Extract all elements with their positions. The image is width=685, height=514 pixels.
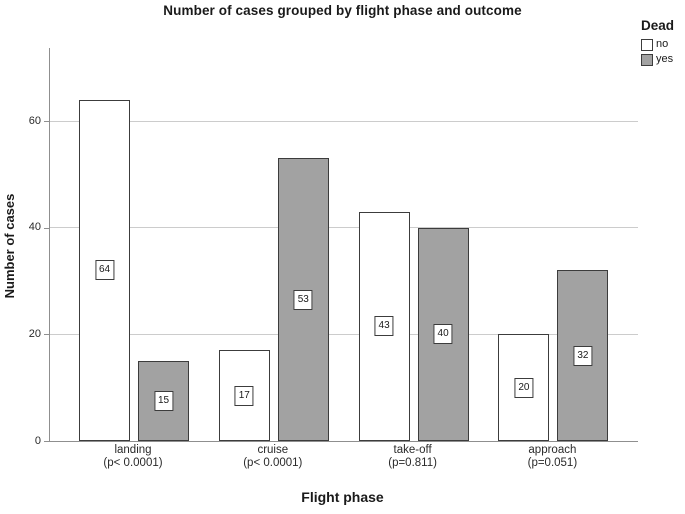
bar-value-label: 40 (433, 324, 453, 345)
x-tick-phase: cruise (257, 444, 289, 456)
bar-value-label: 15 (153, 391, 174, 411)
legend-item-yes: yes (641, 53, 685, 66)
x-tick-phase: approach (528, 444, 577, 456)
bar-approach-yes: 32 (557, 270, 609, 441)
x-tick-label-landing: landing (p< 0.0001) (63, 444, 203, 470)
legend-item-no: no (641, 38, 685, 51)
x-tick-pvalue: (p=0.811) (388, 457, 437, 469)
x-tick-label-cruise: cruise (p< 0.0001) (203, 444, 343, 470)
bar-value-label: 64 (94, 260, 115, 281)
x-tick-pvalue: (p< 0.0001) (103, 457, 163, 469)
plot-area: 64 15 17 53 43 40 20 32 (49, 48, 638, 442)
bar-take-off-no: 43 (358, 211, 410, 441)
gridline-20 (50, 333, 638, 335)
gridline-60 (50, 120, 638, 122)
chart-title: Number of cases grouped by flight phase … (163, 3, 522, 18)
legend-label-no: no (656, 38, 669, 50)
y-tick-label-20: 20 (28, 327, 41, 340)
x-tick-pvalue: (p=0.051) (527, 457, 578, 469)
bar-landing-no: 64 (79, 99, 130, 441)
bar-value-label: 53 (293, 289, 313, 310)
x-tick-phase: take-off (393, 444, 432, 456)
y-tick-mark-60 (44, 121, 49, 123)
x-axis-title: Flight phase (301, 489, 384, 505)
y-tick-label-60: 60 (28, 114, 41, 127)
bar-take-off-yes: 40 (417, 227, 469, 441)
legend-label-yes: yes (656, 53, 674, 65)
x-tick-pvalue: (p< 0.0001) (243, 457, 303, 469)
bar-value-label: 17 (234, 385, 254, 406)
y-tick-label-0: 0 (34, 434, 41, 447)
gridline-40 (50, 227, 638, 229)
bar-landing-yes: 15 (138, 361, 189, 441)
bar-cruise-yes: 53 (277, 158, 329, 441)
legend-title: Dead (641, 18, 675, 33)
bar-approach-no: 20 (498, 334, 550, 441)
bar-value-label: 20 (514, 377, 534, 398)
y-tick-mark-20 (44, 334, 49, 336)
legend-swatch-yes (641, 53, 653, 66)
y-tick-label-40: 40 (28, 221, 41, 234)
legend: Dead no yes (641, 18, 685, 68)
x-tick-phase: landing (114, 444, 152, 456)
bar-value-label: 43 (374, 316, 394, 337)
bar-cruise-no: 17 (218, 350, 270, 441)
bar-value-label: 32 (573, 345, 593, 366)
y-tick-mark-40 (44, 227, 49, 229)
y-tick-mark-0 (44, 441, 49, 442)
x-tick-label-take-off: take-off (p=0.811) (343, 444, 483, 470)
x-tick-label-approach: approach (p=0.051) (482, 444, 622, 470)
legend-swatch-no (641, 38, 653, 51)
